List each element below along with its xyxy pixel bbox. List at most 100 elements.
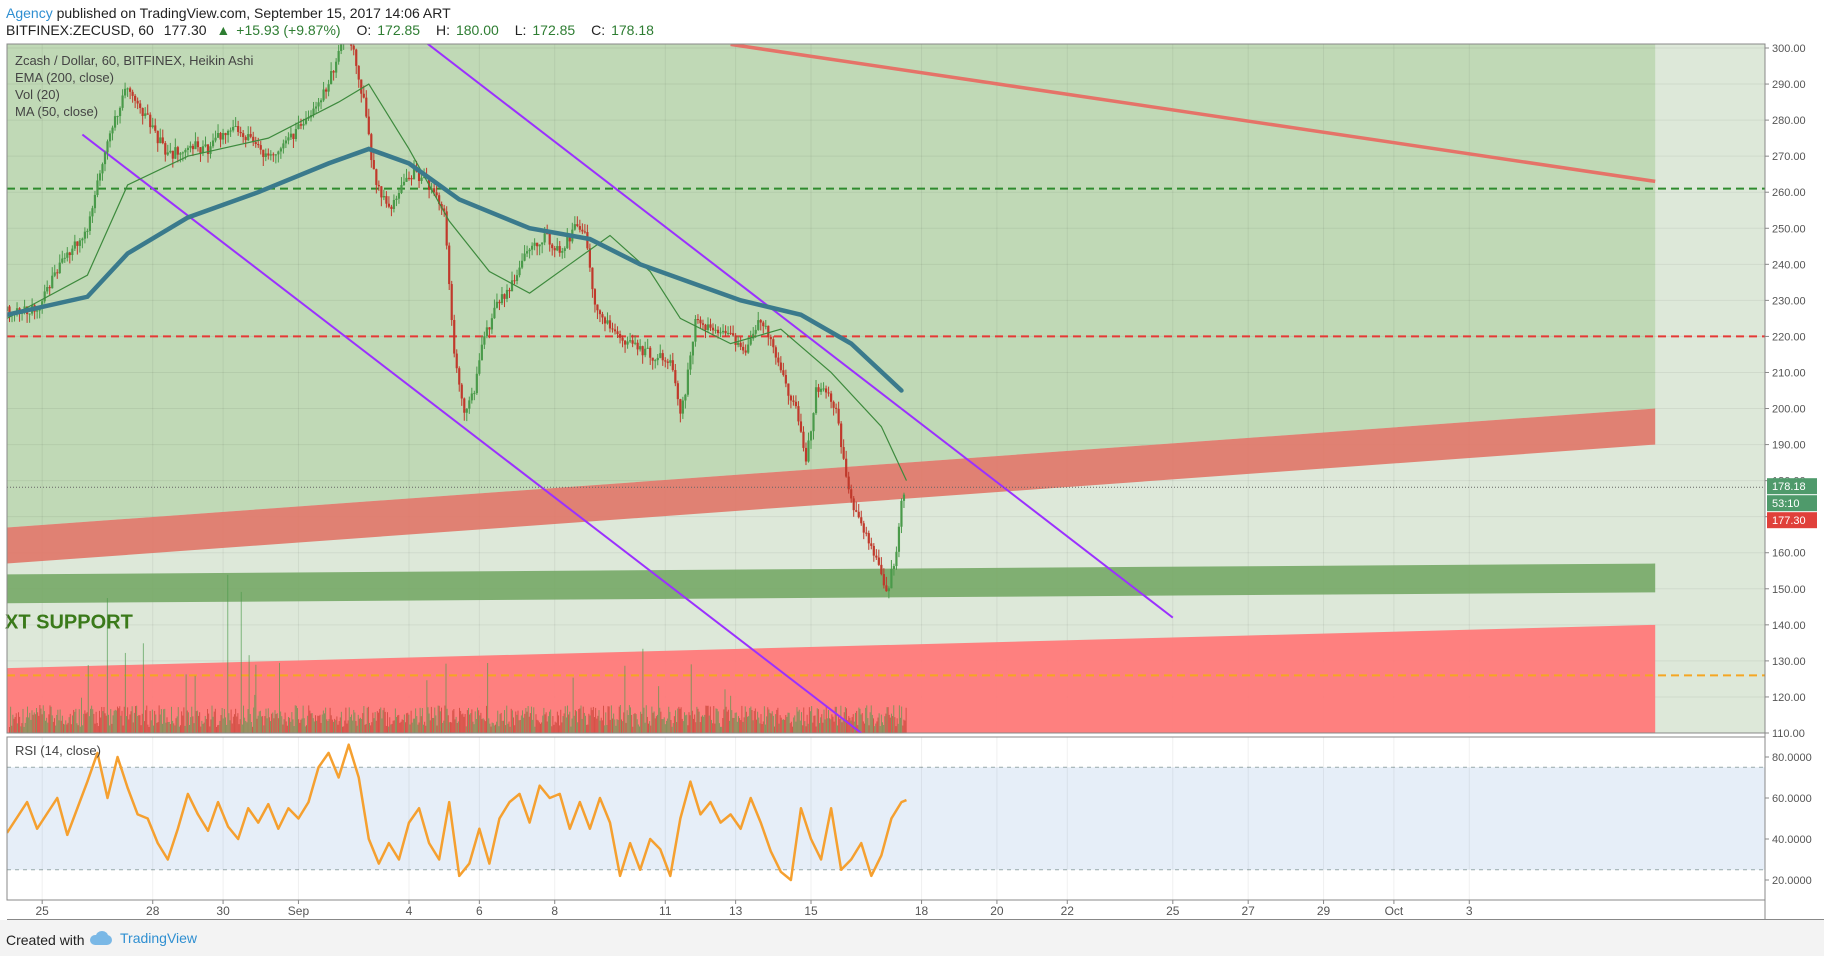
volume-bar [364,724,366,733]
volume-bar [466,710,468,733]
volume-bar [464,714,466,733]
rsi-y-tick-label: 20.0000 [1772,875,1812,887]
candle-body [219,133,222,140]
volume-bar [74,711,76,733]
volume-bar [504,710,505,733]
candle-body [189,145,192,148]
volume-bar [392,720,394,733]
volume-bar [232,716,234,733]
trendline-0 [81,133,862,733]
volume-bar [455,716,457,733]
volume-bar [10,706,12,733]
volume-bar [516,714,518,733]
volume-bar [478,710,480,733]
volume-bar [271,713,273,733]
volume-bar [838,716,840,733]
volume-bar [13,718,15,733]
candle-body [227,130,230,136]
volume-bar [277,718,279,733]
volume-bar [507,723,509,733]
volume-bar [753,711,755,733]
volume-bar [376,711,378,733]
candle-body [455,353,458,369]
volume-bar [547,716,549,733]
close-value: C: 178.18 [591,22,660,38]
volume-bar [628,705,630,733]
publisher-link[interactable]: Agency [6,5,53,21]
candle-body [229,130,232,132]
volume-bar [626,710,628,733]
volume-bar [186,710,188,733]
candle-body [164,143,167,155]
rsi-line [7,743,907,882]
volume-bar [333,721,334,733]
x-tick-label: 20 [990,904,1004,918]
volume-bar [725,706,727,733]
volume-bar [542,715,544,733]
volume-bar [596,718,598,733]
volume-bar [196,710,198,733]
x-tick-label: 18 [915,904,929,918]
candle-body [433,188,436,193]
candle-body [762,322,765,327]
candle-body [7,306,9,312]
volume-bar [78,709,80,733]
volume-bar [475,718,477,733]
volume-bar [904,720,906,733]
volume-bar [559,725,561,733]
candle-body [671,360,674,371]
volume-bar [537,720,539,733]
x-tick-label: 29 [1317,904,1331,918]
volume-bar [194,675,196,733]
candle-body [478,360,481,374]
volume-bar [843,712,845,733]
volume-bar [114,709,116,733]
candle-body [611,328,614,330]
candle-body [337,50,340,62]
price-chart[interactable]: XT SUPPORT 300.00 290.00 280.00 270.00 260.00… [0,0,1824,920]
candle-body [732,333,735,336]
candle-body [726,332,730,334]
volume-bar [335,720,337,733]
volume-bar [240,591,242,733]
volume-bar [357,714,359,733]
volume-bar [298,719,300,733]
volume-bar [757,711,759,733]
volume-bar [526,711,528,733]
volume-bar [297,708,298,733]
volume-bar [445,663,447,733]
volume-bar [538,722,540,733]
volume-bar [741,705,743,733]
tradingview-brand[interactable]: TradingView [88,930,197,946]
volume-bar [38,715,40,733]
candle-body [279,148,282,152]
candle-body [691,341,695,356]
volume-bar [132,722,134,733]
volume-bar [408,714,410,733]
volume-bar [544,714,546,733]
volume-bar [793,717,795,733]
candle-body [606,320,609,324]
volume-bar [515,711,517,733]
volume-bar [874,726,876,733]
volume-bar [167,722,169,733]
volume-bar [373,718,375,733]
volume-bar [676,722,678,733]
volume-bar [781,719,783,733]
volume-bar [672,723,674,733]
volume-bar [778,723,780,733]
volume-bar [379,708,381,733]
volume-bar [126,716,127,733]
volume-bar [348,707,350,733]
volume-bar [756,719,757,733]
volume-bar [688,712,690,733]
candle-body [774,347,777,358]
low-number: 172.85 [532,22,576,38]
volume-bar [551,726,553,733]
candle-body [237,126,240,132]
candle-body [174,147,177,159]
candle-body [852,498,855,511]
candle-body [674,370,677,384]
candle-body [480,344,483,361]
candle-body [505,289,509,299]
